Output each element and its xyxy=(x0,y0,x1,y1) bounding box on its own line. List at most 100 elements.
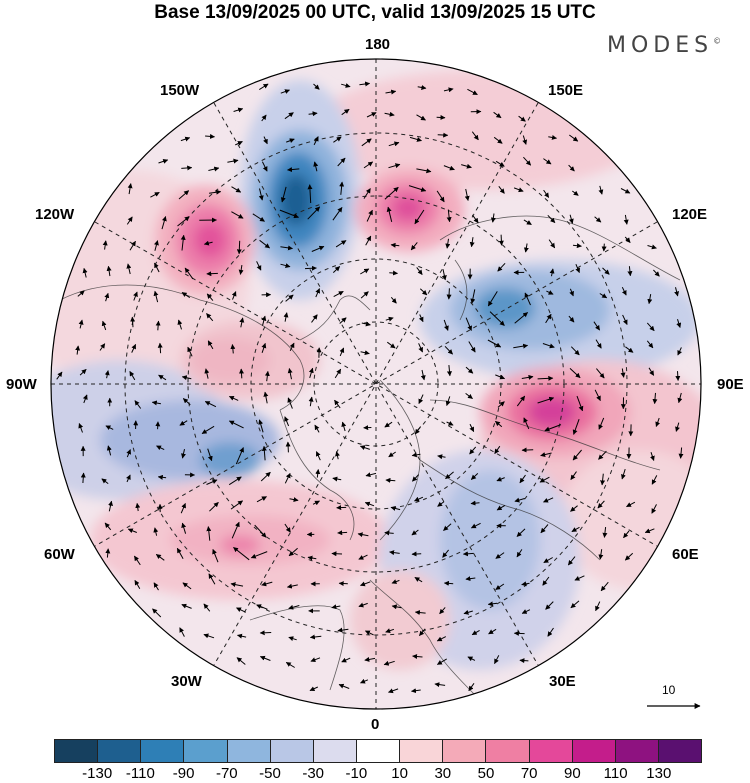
wind-vector-arrow xyxy=(437,454,446,460)
wind-vector-arrow xyxy=(598,185,604,195)
wind-vector-arrow xyxy=(203,603,211,612)
wind-vector-arrow xyxy=(177,216,190,227)
wind-vector-arrow xyxy=(513,187,524,193)
wind-vector-arrow xyxy=(331,604,341,610)
wind-vector-arrow xyxy=(364,501,375,507)
wind-vector-arrow xyxy=(593,321,601,331)
wind-vector-arrow xyxy=(385,477,396,483)
wind-vector-arrow xyxy=(181,522,187,534)
wind-vector-arrow xyxy=(280,186,287,203)
wind-vector-arrow xyxy=(416,114,426,121)
wind-vector-arrow xyxy=(389,270,398,276)
lon-label-30e: 30E xyxy=(549,673,576,690)
wind-vector-arrow xyxy=(158,158,169,164)
wind-vector-arrow xyxy=(599,293,608,299)
wind-vector-arrow xyxy=(461,163,472,169)
wind-vector-arrow xyxy=(179,420,188,426)
wind-vector-arrow xyxy=(572,449,582,461)
wind-vector-arrow xyxy=(341,657,351,663)
wind-vector-arrow xyxy=(470,289,476,304)
wind-vector-arrow xyxy=(496,504,506,511)
wind-vector-arrow xyxy=(521,581,530,587)
wind-vector-arrow xyxy=(569,288,574,297)
lon-label-150w: 150W xyxy=(160,82,200,99)
wind-vector-arrow xyxy=(287,167,300,173)
wind-vector-arrow xyxy=(445,396,451,406)
wind-vector-arrow xyxy=(467,88,478,96)
wind-vector-arrow xyxy=(334,368,342,379)
wind-vector-arrow xyxy=(287,368,293,380)
wind-vector-arrow xyxy=(207,448,213,462)
wind-vector-arrow xyxy=(647,294,653,305)
wind-vector-arrow xyxy=(280,89,290,94)
wind-vector-arrow xyxy=(495,420,503,428)
wind-vector-arrow xyxy=(439,607,446,615)
wind-vector-arrow xyxy=(386,206,393,223)
wind-vector-arrow xyxy=(285,441,291,453)
colorbar-segment xyxy=(98,739,142,763)
wind-vector-arrow xyxy=(102,240,108,250)
wind-vector-arrow xyxy=(570,600,580,609)
wind-vector-arrow xyxy=(412,474,419,482)
wind-vector-arrow xyxy=(411,551,422,557)
wind-vector-arrow xyxy=(513,343,529,349)
wind-vector-arrow xyxy=(465,366,474,374)
wind-vector-arrow xyxy=(203,633,215,639)
wind-vector-arrow xyxy=(677,347,682,356)
wind-vector-arrow xyxy=(389,550,400,556)
wind-vector-arrow xyxy=(467,656,476,662)
wind-vector-arrow xyxy=(471,214,479,224)
colorbar-segment xyxy=(227,739,271,763)
wind-vector-arrow xyxy=(181,291,191,299)
colorbar xyxy=(54,739,703,763)
colorbar-segment xyxy=(356,739,401,763)
wind-vector-arrow xyxy=(469,446,477,455)
wind-vector-arrow xyxy=(542,343,555,349)
wind-vector-arrow xyxy=(387,341,396,349)
wind-vector-arrow xyxy=(655,417,661,427)
wind-vector-arrow xyxy=(390,296,397,304)
wind-vector-arrow xyxy=(524,292,531,306)
wind-vector-arrow xyxy=(308,396,314,407)
wind-vector-arrow xyxy=(385,628,395,634)
wind-vector-arrow xyxy=(514,312,528,324)
wind-vector-arrow xyxy=(280,263,291,268)
wind-vector-arrow xyxy=(204,368,210,379)
map-title: Base 13/09/2025 00 UTC, valid 13/09/2025… xyxy=(154,2,596,23)
wind-vector-arrow xyxy=(153,290,159,303)
colorbar-segment xyxy=(400,739,444,763)
wind-vector-arrow xyxy=(180,502,186,514)
colorbar-tick-label: 70 xyxy=(520,765,538,782)
wind-vector-arrow xyxy=(602,267,610,275)
wind-vector-arrow xyxy=(416,267,423,275)
wind-vector-arrow xyxy=(307,555,317,561)
wind-vector-arrow xyxy=(443,523,452,531)
wind-vector-arrow xyxy=(627,266,633,277)
wind-vector-arrow xyxy=(311,314,318,323)
wind-vector-arrow xyxy=(284,416,290,427)
wind-vector-arrow xyxy=(571,526,580,533)
wind-vector-arrow xyxy=(155,320,161,331)
wind-vector-arrow xyxy=(106,265,112,277)
wind-vector-arrow xyxy=(414,610,426,616)
wind-vector-arrow xyxy=(514,497,525,503)
wind-vector-arrow xyxy=(252,213,265,222)
wind-vector-arrow xyxy=(231,211,244,219)
wind-vector-arrow xyxy=(620,188,631,194)
wind-vector-arrow xyxy=(154,262,160,273)
wind-vector-arrow xyxy=(365,472,377,478)
wind-vector-arrow xyxy=(414,426,422,435)
wind-vector-arrow xyxy=(288,636,297,642)
wind-vector-arrow xyxy=(334,399,341,409)
wind-vector-arrow xyxy=(239,317,245,328)
wind-vector-arrow xyxy=(157,474,167,480)
wind-vector-arrow xyxy=(279,209,299,219)
wind-vector-arrow xyxy=(468,683,475,692)
wind-vector-arrow xyxy=(101,320,107,331)
wind-vector-arrow xyxy=(313,136,319,146)
wind-vector-arrow xyxy=(490,213,496,223)
wind-vector-arrow xyxy=(442,549,449,558)
colorbar-tick-label: -50 xyxy=(259,765,281,782)
wind-vector-arrow xyxy=(230,344,236,354)
lon-label-120w: 120W xyxy=(35,206,75,223)
